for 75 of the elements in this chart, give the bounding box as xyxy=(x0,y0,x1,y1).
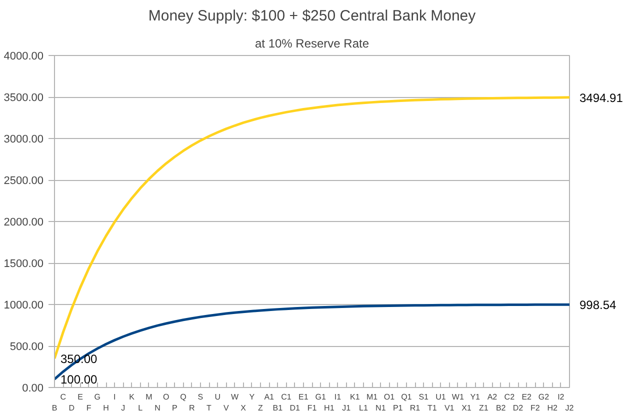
y-tick-label: 3500.00 xyxy=(4,92,44,104)
x-tick-label: G xyxy=(94,392,101,402)
y-tick-label: 500.00 xyxy=(10,341,44,353)
x-tick-label: T1 xyxy=(428,403,438,412)
x-tick-label: E2 xyxy=(522,392,532,402)
x-tick-label: B xyxy=(52,403,58,412)
data-label: 998.54 xyxy=(580,298,617,312)
x-tick-label: B2 xyxy=(496,403,506,412)
x-tick-label: L1 xyxy=(359,403,368,412)
x-tick-label: C xyxy=(60,392,66,402)
x-tick-label: V1 xyxy=(444,403,455,412)
x-tick-label: X xyxy=(240,403,247,412)
x-tick-label: E1 xyxy=(298,392,309,402)
x-tick-label: X1 xyxy=(462,403,472,412)
x-tick-label: I1 xyxy=(334,392,342,402)
x-tick-label: C2 xyxy=(504,392,516,402)
x-tick-label: M1 xyxy=(366,392,378,402)
x-tick-label: A2 xyxy=(487,392,498,402)
x-tick-label: V xyxy=(224,403,230,412)
x-tick-label: E xyxy=(78,392,83,402)
x-tick-label: R1 xyxy=(410,403,421,412)
x-tick-label: U1 xyxy=(436,392,446,402)
x-tick-label: O1 xyxy=(384,392,396,402)
x-tick-label: Y1 xyxy=(470,392,481,402)
y-tick-label: 2500.00 xyxy=(4,175,44,187)
x-tick-label: K1 xyxy=(350,392,360,402)
x-tick-label: D1 xyxy=(290,403,300,412)
x-tick-label: W1 xyxy=(452,392,464,402)
x-tick-label: P1 xyxy=(392,403,404,412)
x-tick-label: C1 xyxy=(281,392,292,402)
y-tick-label: 1500.00 xyxy=(4,258,44,270)
x-tick-label: Z1 xyxy=(479,403,489,412)
data-label: 100.00 xyxy=(60,372,98,387)
chart-subtitle: at 10% Reserve Rate xyxy=(254,36,370,50)
x-tick-label: H xyxy=(103,403,110,412)
x-tick-label: Z xyxy=(258,403,264,412)
x-tick-label: N xyxy=(154,403,161,412)
x-tick-label: O xyxy=(162,392,170,402)
x-tick-label: I2 xyxy=(558,392,565,402)
x-tick-label: F1 xyxy=(307,403,318,412)
x-tick-label: I xyxy=(113,392,116,402)
x-tick-label: F xyxy=(86,403,92,412)
data-label: 3494.91 xyxy=(580,90,624,105)
x-tick-label: F2 xyxy=(530,403,540,412)
y-tick-label: 3000.00 xyxy=(4,134,44,146)
x-tick-label: K xyxy=(129,392,136,402)
x-tick-label: Q1 xyxy=(401,392,412,402)
x-tick-label: G2 xyxy=(538,392,550,402)
x-tick-label: J2 xyxy=(565,403,574,412)
x-tick-label: H1 xyxy=(324,403,335,412)
x-tick-label: T xyxy=(206,403,212,412)
x-tick-label: W xyxy=(230,392,239,402)
x-tick-label: D xyxy=(68,403,75,412)
x-tick-label: J1 xyxy=(342,403,352,412)
x-tick-label: S1 xyxy=(418,392,430,402)
y-tick-label: 4000.00 xyxy=(4,50,44,62)
x-tick-label: J xyxy=(121,403,126,412)
x-tick-label: P xyxy=(172,403,178,412)
x-tick-label: L xyxy=(138,403,144,412)
x-tick-label: U xyxy=(214,392,221,402)
x-tick-label: H2 xyxy=(547,403,558,412)
x-tick-label: G1 xyxy=(315,392,326,402)
y-tick-label: 2000.00 xyxy=(4,216,44,228)
x-tick-label: A1 xyxy=(264,392,275,402)
x-tick-label: N1 xyxy=(376,403,386,412)
x-tick-label: D2 xyxy=(512,403,524,412)
chart-title: Money Supply: $100 + $250 Central Bank Money xyxy=(148,8,476,24)
y-tick-label: 0.00 xyxy=(22,382,44,394)
x-tick-label: R xyxy=(188,403,195,412)
x-tick-label: M xyxy=(146,392,153,402)
y-tick-label: 1000.00 xyxy=(4,300,44,312)
x-tick-label: S xyxy=(198,392,204,402)
x-tick-label: B1 xyxy=(272,403,284,412)
x-tick-label: Y xyxy=(249,392,256,402)
x-tick-label: Q xyxy=(180,392,186,402)
